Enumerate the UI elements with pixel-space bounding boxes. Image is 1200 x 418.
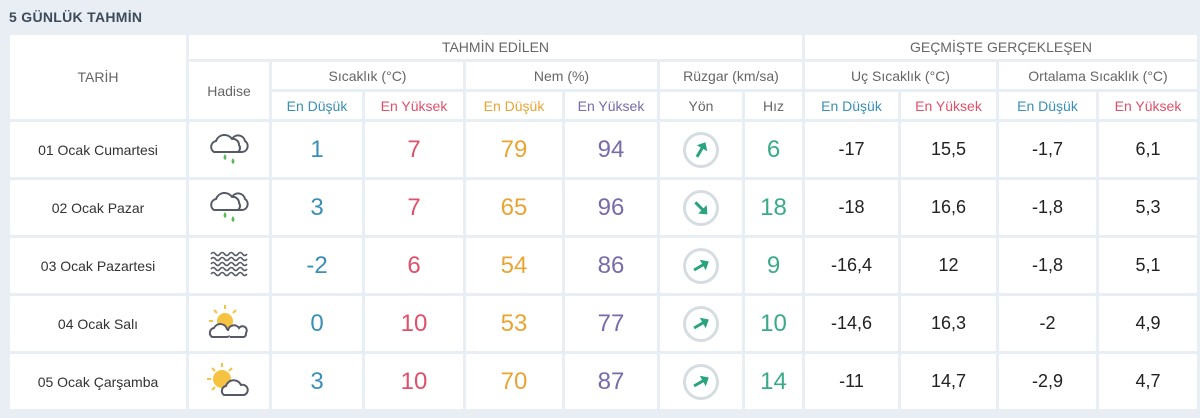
header-direction: Yön <box>660 92 742 119</box>
extreme-max-cell: 14,7 <box>901 354 996 409</box>
wind-arrow-icon <box>683 363 719 400</box>
cloud-rain-icon <box>206 188 252 227</box>
wind-arrow-icon <box>683 247 719 284</box>
date-cell: 03 Ocak Pazartesi <box>10 238 186 293</box>
temp-min-cell: 1 <box>272 122 362 177</box>
average-min-cell: -2,9 <box>999 354 1096 409</box>
event-icon-cell <box>189 354 269 409</box>
header-forecast: TAHMİN EDİLEN <box>189 35 802 59</box>
humidity-max-cell: 86 <box>565 238 657 293</box>
header-average-max: En Yüksek <box>1099 92 1197 119</box>
forecast-table: TARİH TAHMİN EDİLEN GEÇMİŞTE GERÇEKLEŞEN… <box>10 35 1197 409</box>
humidity-min-cell: 65 <box>466 180 562 235</box>
header-wind: Rüzgar (km/sa) <box>660 62 802 89</box>
temp-min-cell: 3 <box>272 354 362 409</box>
wind-direction-cell <box>660 180 742 235</box>
page-title: 5 GÜNLÜK TAHMİN <box>9 9 143 25</box>
temp-min-cell: 0 <box>272 296 362 351</box>
header-date: TARİH <box>10 35 186 119</box>
wind-arrow-icon <box>683 189 719 226</box>
humidity-max-cell: 77 <box>565 296 657 351</box>
temp-max-cell: 7 <box>365 122 463 177</box>
header-event: Hadise <box>189 62 269 119</box>
header-extreme-min: En Düşük <box>805 92 898 119</box>
extreme-max-cell: 16,6 <box>901 180 996 235</box>
average-max-cell: 4,7 <box>1099 354 1197 409</box>
event-icon-cell <box>189 238 269 293</box>
average-min-cell: -2 <box>999 296 1096 351</box>
event-icon-cell <box>189 122 269 177</box>
extreme-max-cell: 16,3 <box>901 296 996 351</box>
sun-cloud-icon <box>206 362 252 401</box>
average-max-cell: 5,3 <box>1099 180 1197 235</box>
temp-max-cell: 10 <box>365 296 463 351</box>
extreme-min-cell: -14,6 <box>805 296 898 351</box>
wind-speed-cell: 14 <box>745 354 802 409</box>
extreme-max-cell: 15,5 <box>901 122 996 177</box>
header-humidity: Nem (%) <box>466 62 657 89</box>
average-max-cell: 4,9 <box>1099 296 1197 351</box>
average-min-cell: -1,7 <box>999 122 1096 177</box>
temp-min-cell: -2 <box>272 238 362 293</box>
wind-direction-cell <box>660 238 742 293</box>
cloud-rain-icon <box>206 130 252 169</box>
event-icon-cell <box>189 180 269 235</box>
wind-speed-cell: 6 <box>745 122 802 177</box>
header-temp: Sıcaklık (°C) <box>272 62 463 89</box>
date-cell: 02 Ocak Pazar <box>10 180 186 235</box>
extreme-max-cell: 12 <box>901 238 996 293</box>
header-extreme: Uç Sıcaklık (°C) <box>805 62 996 89</box>
humidity-min-cell: 70 <box>466 354 562 409</box>
humidity-min-cell: 54 <box>466 238 562 293</box>
extreme-min-cell: -16,4 <box>805 238 898 293</box>
header-temp-max: En Yüksek <box>365 92 463 119</box>
average-min-cell: -1,8 <box>999 238 1096 293</box>
wind-speed-cell: 10 <box>745 296 802 351</box>
humidity-max-cell: 96 <box>565 180 657 235</box>
temp-min-cell: 3 <box>272 180 362 235</box>
average-min-cell: -1,8 <box>999 180 1096 235</box>
partly-cloudy-icon <box>206 304 252 343</box>
temp-max-cell: 6 <box>365 238 463 293</box>
fog-icon <box>209 250 249 281</box>
humidity-max-cell: 87 <box>565 354 657 409</box>
date-cell: 04 Ocak Salı <box>10 296 186 351</box>
wind-speed-cell: 9 <box>745 238 802 293</box>
header-hum-max: En Yüksek <box>565 92 657 119</box>
header-average-min: En Düşük <box>999 92 1096 119</box>
extreme-min-cell: -11 <box>805 354 898 409</box>
humidity-min-cell: 79 <box>466 122 562 177</box>
humidity-max-cell: 94 <box>565 122 657 177</box>
header-temp-min: En Düşük <box>272 92 362 119</box>
header-average: Ortalama Sıcaklık (°C) <box>999 62 1197 89</box>
wind-direction-cell <box>660 296 742 351</box>
temp-max-cell: 7 <box>365 180 463 235</box>
date-cell: 01 Ocak Cumartesi <box>10 122 186 177</box>
date-cell: 05 Ocak Çarşamba <box>10 354 186 409</box>
wind-arrow-icon <box>683 131 719 168</box>
event-icon-cell <box>189 296 269 351</box>
average-max-cell: 6,1 <box>1099 122 1197 177</box>
header-past: GEÇMİŞTE GERÇEKLEŞEN <box>805 35 1197 59</box>
wind-direction-cell <box>660 122 742 177</box>
wind-arrow-icon <box>683 305 719 342</box>
extreme-min-cell: -18 <box>805 180 898 235</box>
wind-speed-cell: 18 <box>745 180 802 235</box>
average-max-cell: 5,1 <box>1099 238 1197 293</box>
header-hum-min: En Düşük <box>466 92 562 119</box>
extreme-min-cell: -17 <box>805 122 898 177</box>
humidity-min-cell: 53 <box>466 296 562 351</box>
temp-max-cell: 10 <box>365 354 463 409</box>
wind-direction-cell <box>660 354 742 409</box>
header-speed: Hız <box>745 92 802 119</box>
header-extreme-max: En Yüksek <box>901 92 996 119</box>
